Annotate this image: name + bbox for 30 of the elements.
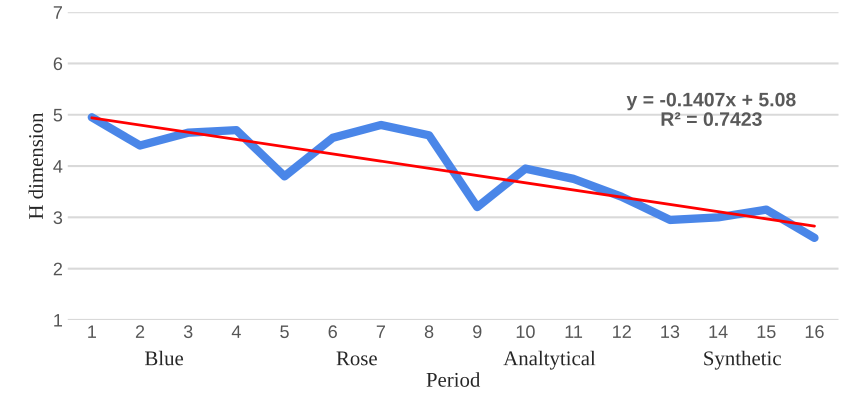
x-tick-label: 4 bbox=[232, 325, 241, 338]
x-tick-label: 9 bbox=[473, 325, 482, 338]
y-tick-label: 5 bbox=[54, 108, 62, 122]
text: Synthetic bbox=[704, 350, 781, 370]
x-axis-title: Period bbox=[426, 372, 480, 387]
x-tick-label: 5 bbox=[280, 325, 289, 338]
y-tick-label: 3 bbox=[54, 211, 62, 224]
x-tick-label: 3 bbox=[184, 325, 192, 338]
x-tick-label: 6 bbox=[328, 325, 337, 338]
y-axis-title: H dimension bbox=[28, 112, 44, 219]
x-tick-label: 8 bbox=[424, 325, 434, 338]
x-tick-label: 15 bbox=[758, 325, 776, 338]
text: Analtytical bbox=[503, 350, 596, 370]
text: Rose bbox=[336, 352, 377, 366]
text: Blue bbox=[145, 350, 184, 366]
x-tick-label: 12 bbox=[613, 325, 631, 338]
y-tick-label: 1 bbox=[54, 314, 62, 326]
annotation: y = -0.1407x + 5.08 R² = 0.7423 bbox=[626, 92, 796, 126]
x-tick-label: 14 bbox=[709, 325, 728, 338]
x-tick-label: 2 bbox=[136, 325, 144, 338]
x-tick-label: 11 bbox=[566, 325, 582, 338]
x-tick-label: 10 bbox=[516, 325, 535, 338]
x-tick-label: 1 bbox=[88, 325, 96, 338]
x-tick-label: 16 bbox=[806, 325, 824, 338]
y-tick-label: 6 bbox=[54, 57, 62, 70]
y-tick-label: 7 bbox=[54, 6, 62, 19]
y-tick-label: 4 bbox=[53, 160, 62, 173]
y-tick-label: 2 bbox=[54, 262, 62, 276]
x-tick-label: 13 bbox=[661, 325, 680, 338]
x-tick-label: 7 bbox=[376, 325, 385, 338]
